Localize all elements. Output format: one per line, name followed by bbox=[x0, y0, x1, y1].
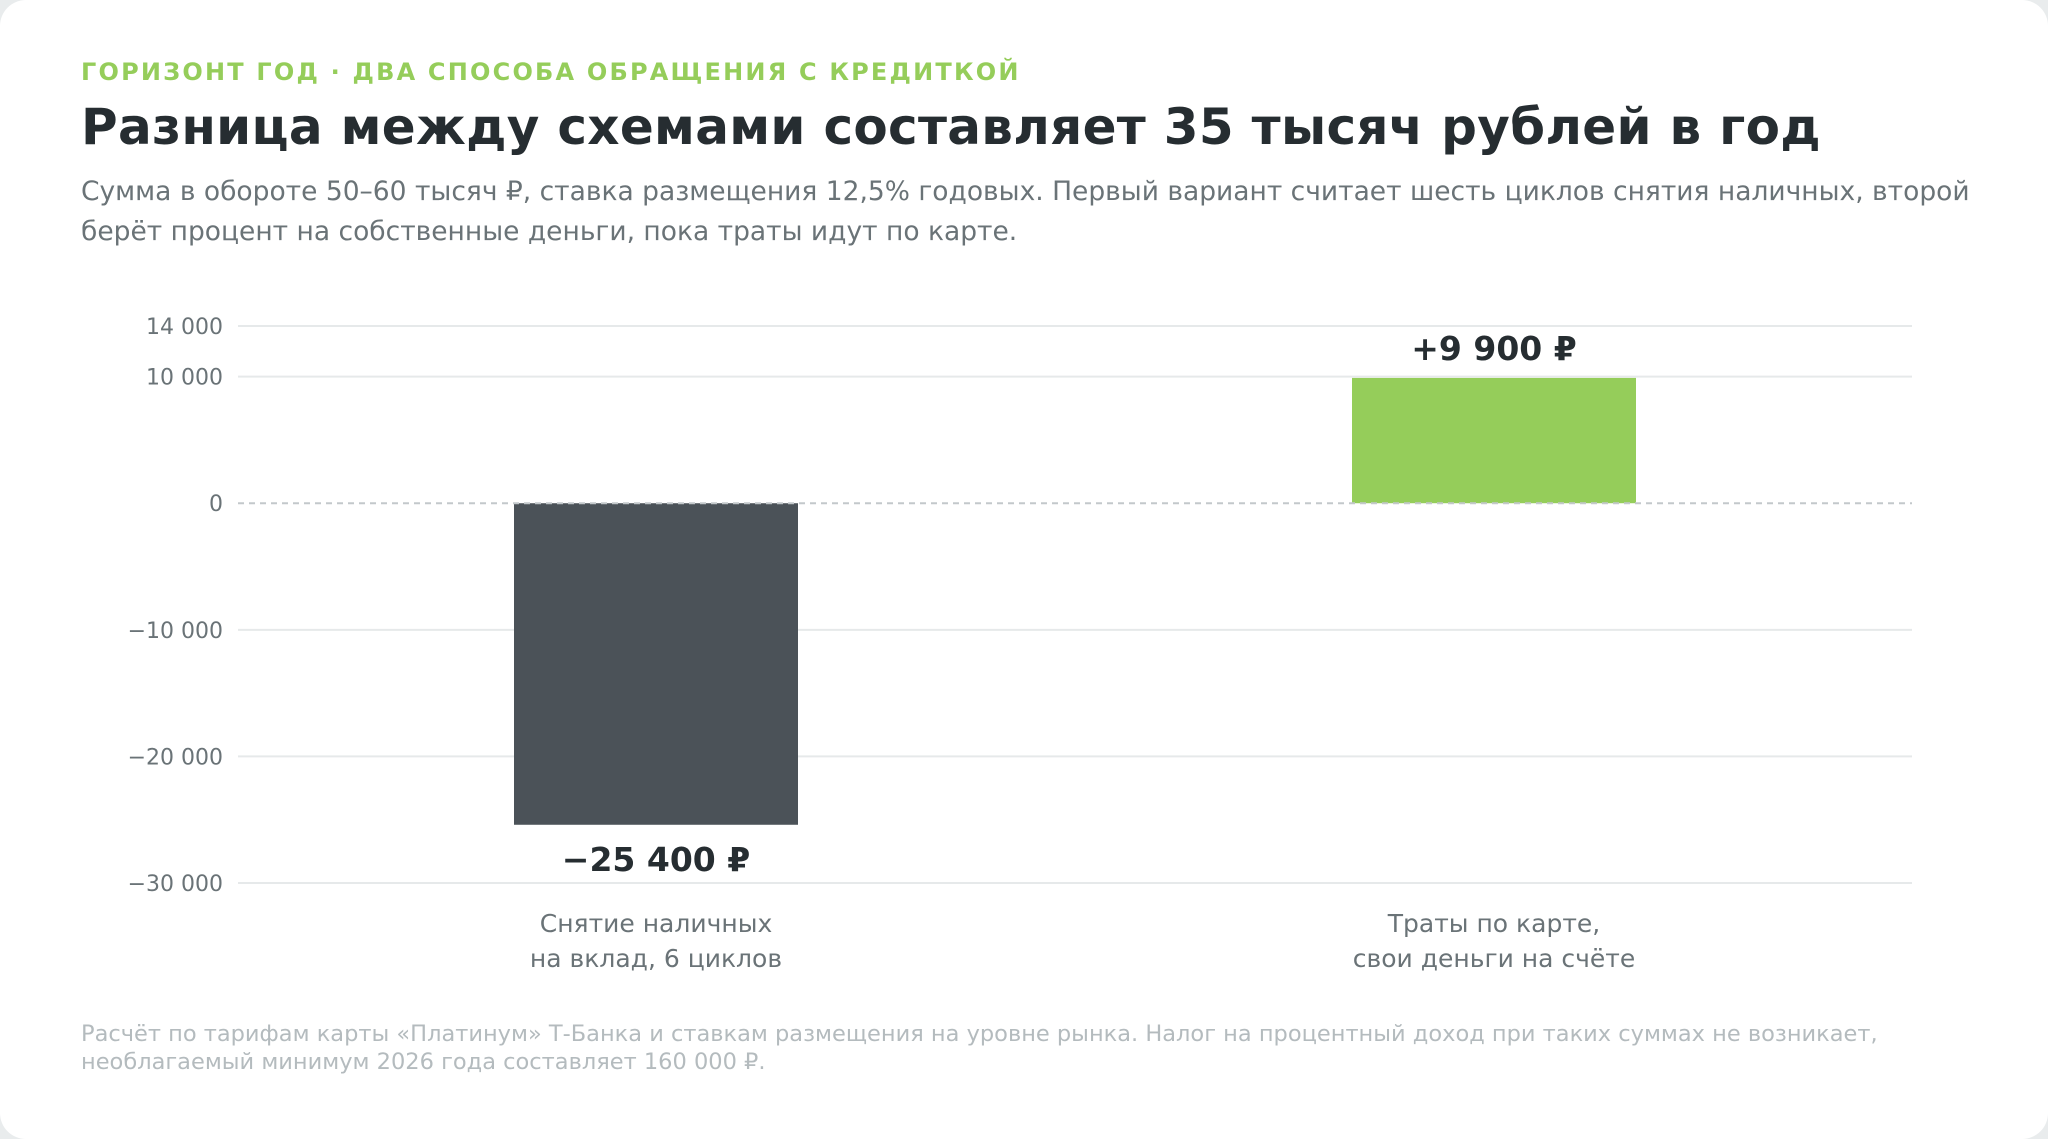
chart-title: Разница между схемами составляет 35 тыся… bbox=[81, 98, 1821, 156]
bar-value-label: −25 400 ₽ bbox=[562, 840, 750, 879]
chart-footnote: Расчёт по тарифам карты «Платинум» Т-Бан… bbox=[81, 1021, 1878, 1075]
chart-eyebrow: ГОРИЗОНТ ГОД · ДВА СПОСОБА ОБРАЩЕНИЯ С К… bbox=[81, 58, 1021, 86]
y-tick-label: −10 000 bbox=[128, 619, 223, 644]
bar-1 bbox=[514, 503, 798, 825]
category-label: Снятие наличных bbox=[540, 909, 773, 938]
y-tick-label: 14 000 bbox=[146, 315, 223, 340]
category-label: на вклад, 6 циклов bbox=[530, 944, 782, 973]
y-tick-label: −20 000 bbox=[128, 745, 223, 770]
category-label: Траты по карте, bbox=[1387, 909, 1600, 938]
category-label: свои деньги на счёте bbox=[1353, 944, 1636, 973]
chart-subtitle: Сумма в обороте 50–60 тысяч ₽, ставка ра… bbox=[81, 176, 1970, 247]
bar-2 bbox=[1352, 377, 1636, 504]
bar-value-label: +9 900 ₽ bbox=[1411, 329, 1576, 368]
y-tick-label: −30 000 bbox=[128, 872, 223, 897]
y-tick-label: 10 000 bbox=[146, 366, 223, 391]
y-tick-label: 0 bbox=[209, 492, 223, 517]
